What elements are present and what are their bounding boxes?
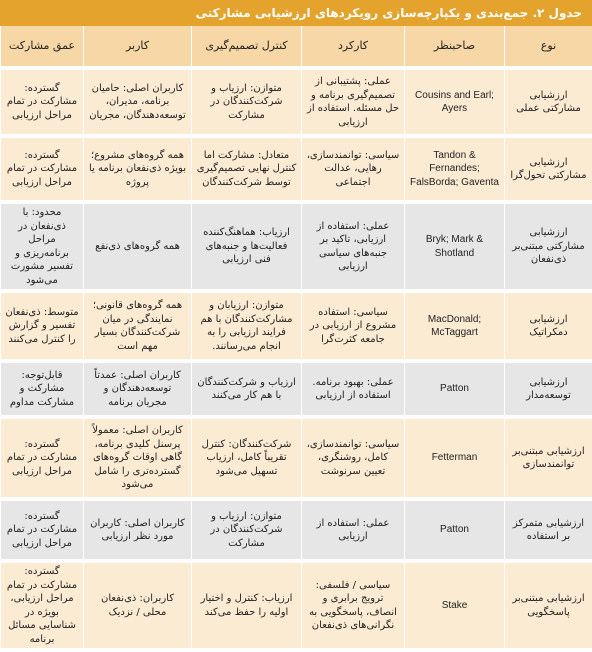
cell-depth: گسترده: مشارکت در تمام مراحل ارزیابی، بو… (1, 561, 84, 650)
cell-type: ارزشیابی مشارکتی مبتنی‌بر ذی‌نفعان (505, 202, 592, 291)
cell-control: ارزیاب و شرکت‌کنندگان با هم کار می‌کنند (192, 361, 302, 417)
cell-type: ارزشیابی مبتنی‌بر توانمندسازی (505, 417, 592, 499)
cell-type: ارزشیابی متمرکز بر استفاده (505, 499, 592, 561)
cell-user: کاربران اصلی: معمولاً پرسنل کلیدی برنامه… (84, 417, 192, 499)
table-row: ارزشیابی مبتنی‌بر پاسخگویی Stake سیاسی /… (1, 561, 592, 650)
table-row: ارزشیابی مشارکتی عملی Cousins and Earl; … (1, 68, 592, 136)
cell-control: متوازن: ارزیاب و شرکت‌کنندگان در مشارکت (192, 68, 302, 136)
cell-type: ارزشیابی مشارکتی عملی (505, 68, 592, 136)
cell-depth: متوسط: ذی‌نفعان تفسیر و گزارش را کنترل م… (1, 291, 84, 361)
cell-depth: گسترده: مشارکت در تمام مراحل ارزیابی (1, 499, 84, 561)
cell-author: Cousins and Earl; Ayers (405, 68, 505, 136)
header-depth: عمق مشارکت (1, 26, 84, 68)
header-author: صاحبنظر (405, 26, 505, 68)
cell-author: Patton (405, 361, 505, 417)
cell-depth: محدود: با ذی‌نفعان در مراحل برنامه‌ریزی … (1, 202, 84, 291)
cell-user: کاربران: ذی‌نفعان محلی / نزدیک (84, 561, 192, 650)
table-row: ارزشیابی مشارکتی تحول‌گرا Tandon & Ferna… (1, 136, 592, 202)
header-type: نوع (505, 26, 592, 68)
cell-type: ارزشیابی مبتنی‌بر پاسخگویی (505, 561, 592, 650)
cell-author: Fetterman (405, 417, 505, 499)
cell-function: سیاسی: توانمندسازی، رهایی، عدالت اجتماعی (302, 136, 405, 202)
header-control: کنترل تصمیم‌گیری (192, 26, 302, 68)
cell-control: متعادل: مشارکت اما کنترل نهایی تصمیم‌گیر… (192, 136, 302, 202)
cell-control: متوازن: ارزیاب و شرکت‌کنندگان در مشارکت (192, 499, 302, 561)
header-user: کاربر (84, 26, 192, 68)
cell-function: عملی: استفاده از ارزیابی (302, 499, 405, 561)
cell-function: عملی: پشتیبانی از تصمیم‌گیری برنامه و حل… (302, 68, 405, 136)
cell-function: سیاسی / فلسفی: ترویج برابری و انصاف، پاس… (302, 561, 405, 650)
cell-control: ارزیاب: هماهنگ‌کننده فعالیت‌ها و جنبه‌ها… (192, 202, 302, 291)
cell-depth: گسترده: مشارکت در تمام مراحل ارزیابی (1, 68, 84, 136)
table-row: ارزشیابی متمرکز بر استفاده Patton عملی: … (1, 499, 592, 561)
table-row: ارزشیابی توسعه‌مدار Patton عملی: بهبود ب… (1, 361, 592, 417)
table-figure: جدول ۲. جمع‌بندی و یکپارچه‌سازی رویکردها… (0, 0, 592, 631)
cell-author: MacDonald; McTaggart (405, 291, 505, 361)
cell-depth: گسترده: مشارکت در تمام مراحل ارزیابی (1, 417, 84, 499)
cell-depth: قابل‌توجه: مشارکت و مشارکت مداوم (1, 361, 84, 417)
cell-function: سیاسی: توانمندسازی، کامل، روشنگری، تعیین… (302, 417, 405, 499)
cell-user: کاربران اصلی: حامیان برنامه، مدیران، توس… (84, 68, 192, 136)
cell-user: همه گروه‌های ذی‌نفع (84, 202, 192, 291)
table-row: ارزشیابی مبتنی‌بر توانمندسازی Fetterman … (1, 417, 592, 499)
table-row: ارزشیابی مشارکتی مبتنی‌بر ذی‌نفعان Bryk;… (1, 202, 592, 291)
cell-depth: گسترده: مشارکت در تمام مراحل ارزیابی (1, 136, 84, 202)
header-row: نوع صاحبنظر کارکرد کنترل تصمیم‌گیری کارب… (1, 26, 592, 68)
table-title: جدول ۲. جمع‌بندی و یکپارچه‌سازی رویکردها… (0, 0, 592, 26)
cell-user: همه گروه‌های مشروع؛ بویژه ذی‌نفعان برنام… (84, 136, 192, 202)
cell-control: ارزیاب: کنترل و اختیار اولیه را حفظ می‌ک… (192, 561, 302, 650)
cell-type: ارزشیابی توسعه‌مدار (505, 361, 592, 417)
cell-type: ارزشیابی مشارکتی تحول‌گرا (505, 136, 592, 202)
cell-type: ارزشیابی دمکراتیک (505, 291, 592, 361)
cell-author: Patton (405, 499, 505, 561)
table-row: ارزشیابی دمکراتیک MacDonald; McTaggart س… (1, 291, 592, 361)
cell-author: Stake (405, 561, 505, 650)
cell-user: کاربران اصلی: عمدتاً توسعه‌دهندگان و مجر… (84, 361, 192, 417)
header-function: کارکرد (302, 26, 405, 68)
cell-control: شرکت‌کنندگان: کنترل تقریباً کامل، ارزیاب… (192, 417, 302, 499)
approaches-table: نوع صاحبنظر کارکرد کنترل تصمیم‌گیری کارب… (0, 26, 592, 652)
cell-author: Tandon & Fernandes; FalsBorda; Gaventa (405, 136, 505, 202)
cell-control: متوازن: ارزیابان و مشارکت‌کنندگان با هم … (192, 291, 302, 361)
cell-user: همه گروه‌های قانونی؛ نمایندگی در میان شر… (84, 291, 192, 361)
cell-function: عملی: بهبود برنامه. استفاده از ارزیابی (302, 361, 405, 417)
cell-function: عملی: استفاده از ارزیابی، تاکید بر جنبه‌… (302, 202, 405, 291)
cell-function: سیاسی: استفاده مشروع از ارزیابی در جامعه… (302, 291, 405, 361)
cell-author: Bryk; Mark & Shotland (405, 202, 505, 291)
cell-user: کاربران اصلی: کاربران مورد نظر ارزیابی (84, 499, 192, 561)
